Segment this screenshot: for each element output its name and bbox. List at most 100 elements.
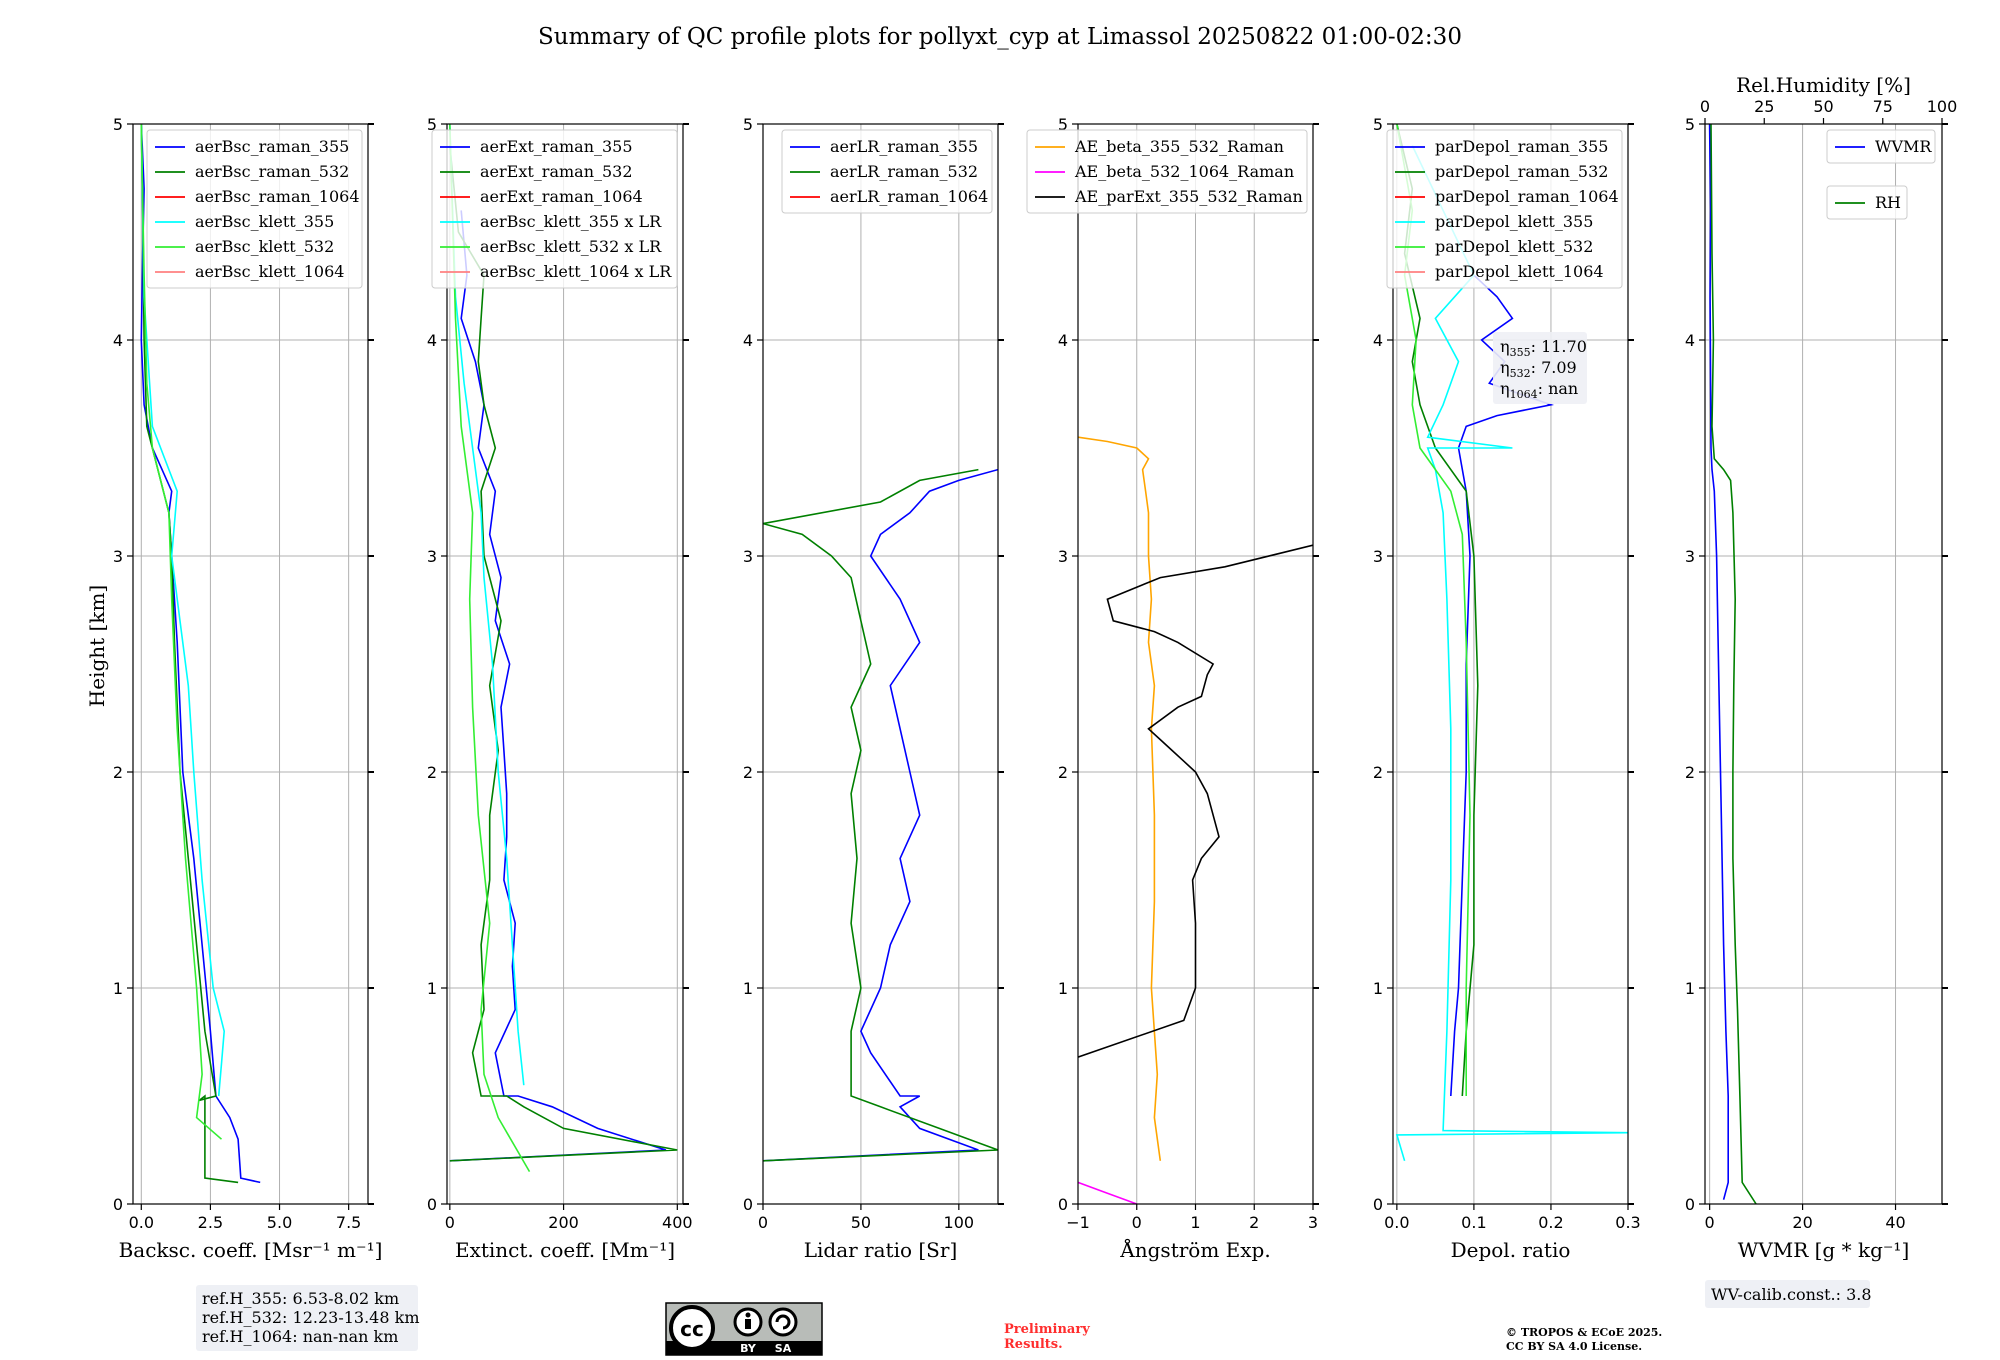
ytick-label: 4	[743, 331, 753, 350]
xtick-label: 0.2	[1538, 1213, 1563, 1232]
ytick-label: 2	[743, 763, 753, 782]
ytick-label: 2	[1058, 763, 1068, 782]
legend-label: RH	[1875, 193, 1901, 212]
series-group	[1078, 436, 1313, 1204]
by-icon-head	[745, 1312, 751, 1318]
eta-1064-sym: η	[1500, 379, 1510, 398]
wv-calib-bg	[1705, 1280, 1870, 1308]
eta-532-sub: 532	[1510, 367, 1531, 380]
ytick-label: 5	[1058, 115, 1068, 134]
xtick-label: 50	[851, 1213, 871, 1232]
xtick-label: 0.0	[129, 1213, 154, 1232]
legend-label: WVMR	[1875, 137, 1932, 156]
xlabel-dep: Depol. ratio	[1451, 1238, 1571, 1262]
cc-icon-text: cc	[680, 1317, 704, 1341]
eta-532-val: : 7.09	[1531, 358, 1577, 377]
series-group	[140, 124, 261, 1184]
ytick-label: 0	[1058, 1195, 1068, 1214]
xtick-label: 100	[944, 1213, 975, 1232]
refh-1064: ref.H_1064: nan-nan km	[202, 1327, 398, 1346]
xlabel-ae: Ångström Exp.	[1119, 1237, 1270, 1262]
ytick-label: 2	[427, 763, 437, 782]
ytick-label: 1	[1373, 979, 1383, 998]
copyright-line-2: CC BY SA 4.0 License.	[1506, 1340, 1642, 1353]
series-line-aerExt_raman_355	[449, 210, 667, 1162]
ytick-label: 5	[743, 115, 753, 134]
refh-box: ref.H_355: 6.53-8.02 km ref.H_532: 12.23…	[196, 1285, 420, 1351]
xlabel-bsc: Backsc. coeff. [Msr⁻¹ m⁻¹]	[119, 1238, 383, 1262]
eta-355-sub: 355	[1510, 346, 1531, 359]
top-xtick-label: 50	[1813, 97, 1833, 116]
eta-1064-val: : nan	[1538, 379, 1579, 398]
legend-lr: aerLR_raman_355 aerLR_raman_532 aerLR_rama…	[781, 129, 993, 214]
axes-frame	[1392, 123, 1629, 1205]
legend-rh: RH	[1826, 185, 1908, 220]
by-icon-body	[745, 1319, 751, 1329]
xtick-label: 2	[1249, 1213, 1259, 1232]
legend-label: parDepol_klett_532	[1435, 237, 1593, 256]
panel-lr: 0 50 100 0 1 2 3 4 5 Lidar ratio [Sr] aerLR_raman_…	[743, 115, 1004, 1262]
legend-wvmr: WVMR	[1826, 129, 1936, 164]
ytick-label: 5	[113, 115, 123, 134]
legend-label: aerBsc_klett_355 x LR	[480, 212, 662, 231]
legend-ext: aerExt_raman_355 aerExt_raman_532 aerExt_r…	[431, 129, 678, 289]
top-xtick-label: 100	[1927, 97, 1958, 116]
refh-355: ref.H_355: 6.53-8.02 km	[202, 1289, 399, 1308]
legend-frame	[781, 129, 993, 214]
eta-355-val: : 11.70	[1531, 337, 1587, 356]
ytick-label: 1	[113, 979, 123, 998]
legend-label: aerBsc_klett_532	[195, 237, 334, 256]
ytick-label: 2	[1685, 763, 1695, 782]
legend-label: parDepol_klett_355	[1435, 212, 1593, 231]
xtick-label: 0.3	[1615, 1213, 1640, 1232]
legend-label: AE_beta_532_1064_Raman	[1074, 162, 1294, 181]
legend-label: aerBsc_klett_1064	[195, 262, 344, 281]
xtick-label: 0	[1705, 1213, 1715, 1232]
wv-calib-text: WV-calib.const.: 3.8	[1711, 1285, 1872, 1304]
series-line-RH	[1710, 124, 1757, 1204]
legend-label: aerExt_raman_1064	[480, 187, 643, 206]
ytick-label: 3	[427, 547, 437, 566]
axes-frame	[1077, 123, 1314, 1205]
ytick-label: 3	[113, 547, 123, 566]
xtick-label: 20	[1792, 1213, 1812, 1232]
ytick-label: 3	[743, 547, 753, 566]
legend-label: aerBsc_raman_1064	[195, 187, 360, 206]
legend-bsc: aerBsc_raman_355 aerBsc_raman_532 aerBsc_r…	[146, 129, 363, 289]
legend-dep: parDepol_raman_355 parDepol_raman_532 parD…	[1386, 129, 1623, 289]
xtick-label: 5.0	[267, 1213, 292, 1232]
panel-wv: 0 20 40 0 1 2 3 4 5 WVMR [g * kg⁻¹] 0 25 50 75 100 Rel.…	[1685, 73, 1957, 1262]
ytick-label: 5	[427, 115, 437, 134]
xtick-label: 7.5	[336, 1213, 361, 1232]
legend-frame	[431, 129, 678, 289]
panel-bsc: 0.0 2.5 5.0 7.5 0 1 2 3 4 5 Backsc. coeff. [Msr⁻¹ …	[113, 115, 383, 1262]
top-xtick-label: 75	[1873, 97, 1893, 116]
series-group	[449, 124, 678, 1173]
xlabel-wv: WVMR [g * kg⁻¹]	[1738, 1238, 1910, 1262]
xtick-label: 40	[1885, 1213, 1905, 1232]
ytick-label: 3	[1373, 547, 1383, 566]
xtick-label: −1	[1066, 1213, 1090, 1232]
series-group	[1708, 124, 1757, 1204]
ytick-label: 4	[113, 331, 123, 350]
eta-box: η355: 11.70 η532: 7.09 η1064: nan	[1493, 332, 1587, 404]
xlabel-ext: Extinct. coeff. [Mm⁻¹]	[455, 1238, 675, 1262]
series-line-parDepol_raman_355	[1450, 274, 1555, 1097]
ytick-label: 4	[1685, 331, 1695, 350]
by-label: BY	[740, 1342, 757, 1355]
legend-label: aerBsc_raman_532	[195, 162, 349, 181]
legend-label: aerBsc_raman_355	[195, 137, 349, 156]
axes-frame	[762, 123, 999, 1205]
ytick-label: 4	[1058, 331, 1068, 350]
xtick-label: 0	[1132, 1213, 1142, 1232]
xtick-label: 2.5	[198, 1213, 223, 1232]
series-line-AE_parExt_355_532_Raman	[1078, 544, 1313, 1058]
preliminary-line-1: Preliminary	[1004, 1322, 1090, 1337]
eta-1064: η1064: nan	[1500, 379, 1578, 401]
legend-label: parDepol_klett_1064	[1435, 262, 1604, 281]
axes-frame	[132, 123, 369, 1205]
legend-label: aerLR_raman_355	[830, 137, 978, 156]
sa-label: SA	[775, 1342, 792, 1355]
